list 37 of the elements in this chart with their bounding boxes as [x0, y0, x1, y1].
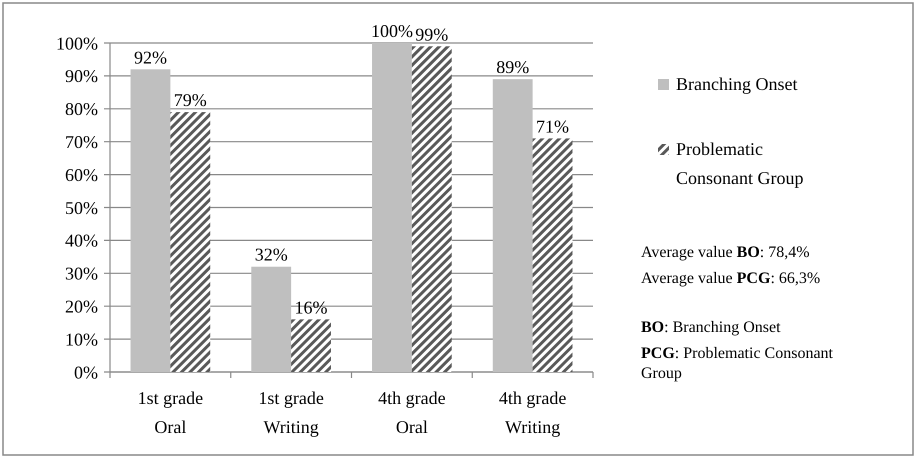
y-tick-label: 30% — [65, 264, 98, 284]
y-tick-label: 20% — [65, 296, 98, 316]
text: BO: Branching Onset — [641, 319, 782, 336]
data-label: 71% — [536, 116, 570, 136]
y-tick-label: 0% — [74, 362, 98, 382]
text: Average value PCG: 66,3% — [641, 270, 820, 287]
data-label: 16% — [294, 297, 328, 318]
x-tick-label: 1st grade Oral — [138, 388, 204, 437]
y-tick-label: 80% — [65, 99, 98, 120]
y-tick-label: 70% — [65, 132, 98, 152]
data-label: 79% — [174, 90, 207, 110]
data-label: 99% — [415, 24, 448, 44]
y-tick-label: 40% — [65, 230, 98, 251]
data-label: 100% — [370, 21, 413, 41]
bar — [532, 138, 572, 372]
data-label: 32% — [254, 244, 288, 265]
legend-label: Branching Onset — [676, 74, 798, 94]
y-tick-label: 100% — [56, 33, 98, 54]
data-label: 92% — [134, 47, 167, 68]
bar — [130, 69, 170, 372]
y-tick-label: 90% — [65, 66, 98, 86]
y-tick-label: 60% — [65, 164, 98, 185]
bar — [251, 266, 292, 372]
data-label: 89% — [496, 57, 530, 78]
text: Average value BO: 78,4% — [641, 244, 810, 261]
legend-label: Problematic Consonant Group — [676, 139, 804, 188]
bar — [291, 319, 331, 372]
x-tick-label: 4th grade Writing — [498, 388, 566, 437]
y-tick-label: 10% — [65, 329, 98, 350]
bar — [492, 79, 533, 372]
x-tick-label: 1st grade Writing — [258, 388, 324, 437]
x-tick-label: 4th grade Oral — [378, 388, 446, 437]
y-tick-label: 50% — [65, 198, 98, 218]
text: PCG: Problematic Consonant Group — [641, 345, 834, 382]
bar — [412, 46, 452, 372]
bar — [170, 112, 210, 372]
bar — [372, 43, 412, 372]
